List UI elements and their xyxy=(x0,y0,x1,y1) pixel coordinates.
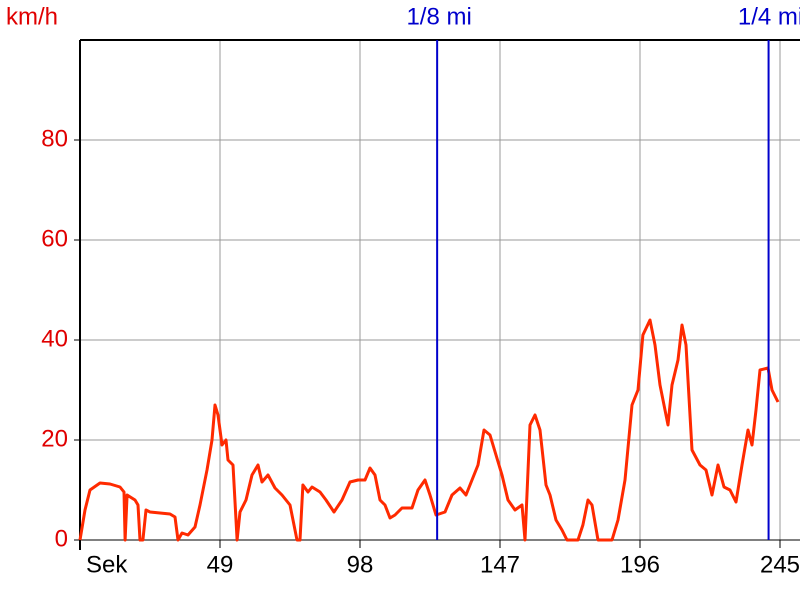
y-tick-label: 0 xyxy=(55,525,68,552)
y-tick-label: 80 xyxy=(41,125,68,152)
x-tick-label: 98 xyxy=(347,551,374,578)
x-tick-label: Sek xyxy=(86,551,128,578)
y-tick-label: 40 xyxy=(41,325,68,352)
x-tick-label: 245 xyxy=(760,551,800,578)
y-tick-label: 20 xyxy=(41,425,68,452)
x-tick-label: 196 xyxy=(620,551,660,578)
distance-marker-label: 1/8 mi xyxy=(406,3,471,30)
distance-marker-label: 1/4 mi xyxy=(738,3,800,30)
y-axis-label: km/h xyxy=(6,3,58,30)
y-tick-label: 60 xyxy=(41,225,68,252)
speed-line xyxy=(78,318,780,542)
x-tick-label: 49 xyxy=(207,551,234,578)
x-tick-label: 147 xyxy=(480,551,520,578)
